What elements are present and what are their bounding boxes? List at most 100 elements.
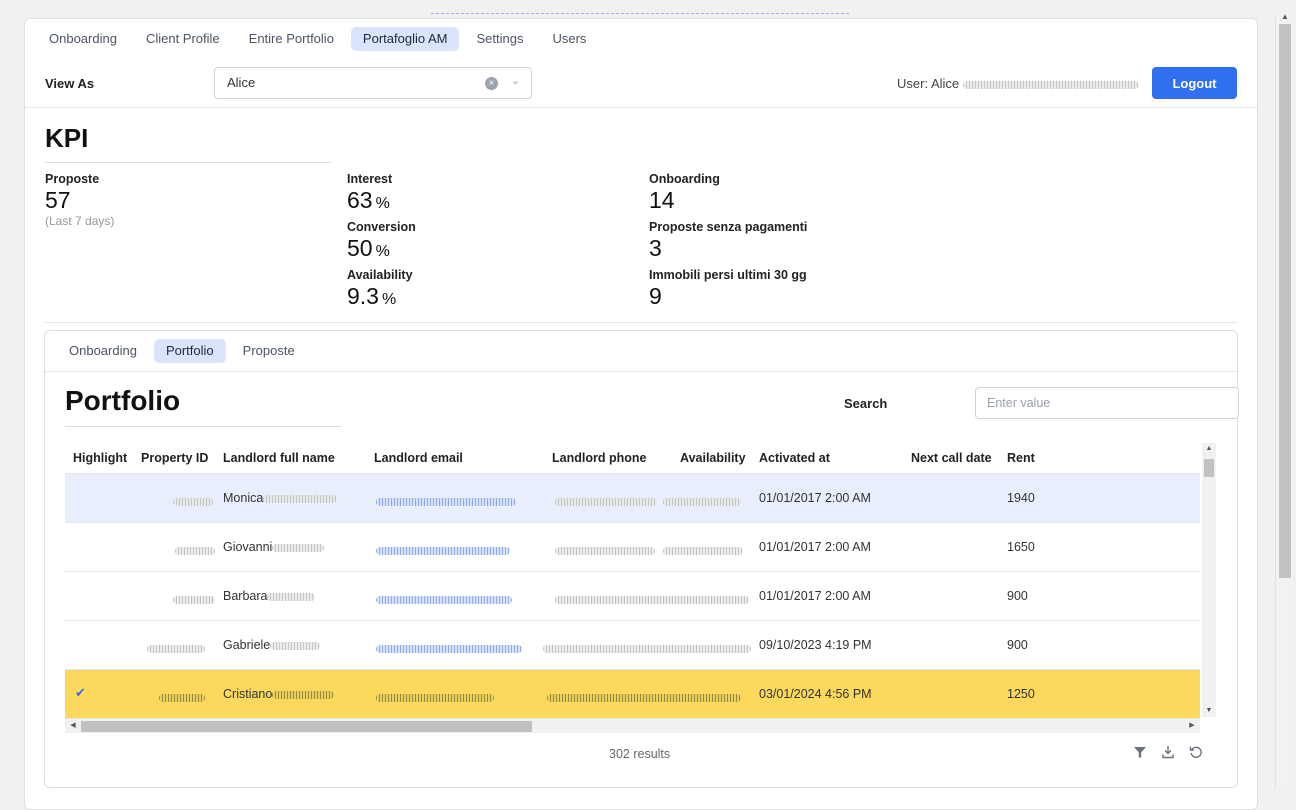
redacted-property-id [159, 690, 205, 704]
landlord-name-cell: Cristiano [223, 687, 335, 701]
kpi-proposte: Proposte 57 (Last 7 days) [45, 172, 114, 228]
kpi-availability: Availability 9.3% [347, 268, 413, 310]
activated-at-cell: 01/01/2017 2:00 AM [759, 491, 871, 505]
kpi-label: Interest [347, 172, 393, 186]
table-horizontal-scrollbar[interactable]: ◀ ▶ [65, 719, 1200, 733]
kpi-title: KPI [45, 123, 89, 153]
top-dashed-guide [431, 13, 849, 14]
check-icon[interactable]: ✔ [75, 685, 86, 700]
table-row[interactable]: Monica 01/01/2017 2:00 AM 1940 [65, 474, 1200, 523]
subtabs-divider [45, 371, 1237, 372]
kpi-value: 9 [649, 283, 662, 309]
landlord-first-name: Monica [223, 491, 264, 505]
kpi-interest: Interest 63% [347, 172, 392, 214]
tab-users[interactable]: Users [552, 31, 587, 46]
kpi-value-row: 50% [347, 235, 416, 262]
tab-portafoglio-am[interactable]: Portafoglio AM [350, 27, 460, 51]
rent-cell: 1940 [1007, 491, 1035, 505]
redacted-user-surname [963, 80, 1140, 89]
tab-client-profile[interactable]: Client Profile [145, 31, 220, 46]
logout-button[interactable]: Logout [1152, 67, 1237, 99]
redacted-availability [663, 543, 743, 557]
main-card: Onboarding Client Profile Entire Portfol… [24, 18, 1258, 810]
table-row[interactable]: Barbara 01/01/2017 2:00 AM 900 [65, 572, 1200, 621]
kpi-label: Availability [347, 268, 413, 282]
kpi-value: 57 [45, 187, 71, 213]
download-icon[interactable] [1160, 745, 1176, 761]
activated-at-cell: 01/01/2017 2:00 AM [759, 589, 871, 603]
subtab-proposte[interactable]: Proposte [242, 343, 295, 358]
kpi-value-row: 63% [347, 187, 392, 214]
redacted-availability [663, 494, 741, 508]
tab-settings[interactable]: Settings [476, 31, 524, 46]
redacted-email [376, 494, 516, 508]
col-landlord-phone[interactable]: Landlord phone [552, 451, 647, 465]
redacted-phone [555, 543, 655, 557]
redacted-email [376, 543, 510, 557]
table-row[interactable]: Giovanni 01/01/2017 2:00 AM 1650 [65, 523, 1200, 572]
col-landlord-name[interactable]: Landlord full name [223, 451, 335, 465]
landlord-first-name: Giovanni [223, 540, 273, 554]
landlord-first-name: Cristiano [223, 687, 273, 701]
kpi-value-row: 9.3% [347, 283, 413, 310]
table-row[interactable]: Gabriele 09/10/2023 4:19 PM 900 [65, 621, 1200, 670]
tab-entire-portfolio[interactable]: Entire Portfolio [248, 31, 334, 46]
landlord-name-cell: Giovanni [223, 540, 325, 554]
col-landlord-email[interactable]: Landlord email [374, 451, 463, 465]
table-header: Highlight Property ID Landlord full name… [65, 443, 1200, 474]
kpi-label: Immobili persi ultimi 30 gg [649, 268, 807, 282]
kpi-title-underline [45, 162, 331, 163]
portfolio-title-underline [65, 426, 341, 427]
col-property-id[interactable]: Property ID [141, 451, 209, 465]
kpi-unit: % [375, 243, 390, 260]
kpi-label: Proposte [45, 172, 100, 186]
view-as-label: View As [45, 76, 95, 91]
kpi-proposte-senza-pagamenti: Proposte senza pagamenti 3 [649, 220, 807, 262]
clear-icon[interactable]: × [485, 77, 498, 90]
redacted-property-id [147, 641, 205, 655]
scroll-left-icon[interactable]: ◀ [70, 722, 76, 729]
results-count: 302 results [609, 747, 671, 761]
search-input[interactable] [975, 387, 1239, 419]
kpi-value: 14 [649, 187, 675, 213]
col-highlight[interactable]: Highlight [73, 451, 128, 465]
current-user: User: Alice [897, 76, 1140, 91]
landlord-first-name: Gabriele [223, 638, 271, 652]
kpi-value: 9.3 [347, 283, 379, 309]
refresh-icon[interactable] [1188, 745, 1204, 761]
chevron-down-icon[interactable]: ⌄ [511, 75, 521, 87]
col-activated-at[interactable]: Activated at [759, 451, 830, 465]
view-as-select[interactable]: Alice × ⌄ [214, 67, 532, 99]
redacted-phone [555, 494, 657, 508]
table-row[interactable]: ✔ Cristiano 03/01/2024 4:56 PM 1250 [65, 670, 1200, 719]
kpi-onboarding: Onboarding 14 [649, 172, 720, 214]
subtab-onboarding[interactable]: Onboarding [69, 343, 137, 358]
col-availability[interactable]: Availability [680, 451, 746, 465]
kpi-value: 50 [347, 235, 373, 261]
table-horizontal-scroll-thumb[interactable] [81, 721, 532, 732]
subtab-portfolio[interactable]: Portfolio [153, 339, 226, 363]
table-vertical-scroll-thumb[interactable] [1204, 459, 1214, 477]
view-as-value: Alice [227, 75, 256, 90]
redacted-phone [543, 641, 751, 655]
scroll-up-icon[interactable]: ▲ [1205, 445, 1213, 452]
kpi-label: Onboarding [649, 172, 720, 186]
landlord-name-cell: Gabriele [223, 638, 321, 652]
page-scroll-up-icon[interactable]: ▲ [1281, 12, 1289, 21]
filter-icon[interactable] [1132, 745, 1148, 761]
rent-cell: 1650 [1007, 540, 1035, 554]
redacted-phone [547, 690, 741, 704]
scroll-down-icon[interactable]: ▼ [1205, 707, 1213, 714]
kpi-value: 63 [347, 187, 373, 213]
rent-cell: 900 [1007, 638, 1028, 652]
portfolio-panel: Onboarding Portfolio Proposte Portfolio … [44, 330, 1239, 788]
scroll-right-icon[interactable]: ▶ [1189, 722, 1195, 729]
tab-onboarding[interactable]: Onboarding [49, 31, 117, 46]
table-vertical-scrollbar[interactable]: ▲ ▼ [1202, 443, 1216, 717]
page-scrollbar-thumb[interactable] [1279, 24, 1291, 578]
col-rent[interactable]: Rent [1007, 451, 1035, 465]
kpi-note: (Last 7 days) [45, 214, 115, 228]
sub-tabs: Onboarding Portfolio Proposte [57, 339, 307, 363]
col-next-call-date[interactable]: Next call date [911, 451, 992, 465]
rent-cell: 1250 [1007, 687, 1035, 701]
